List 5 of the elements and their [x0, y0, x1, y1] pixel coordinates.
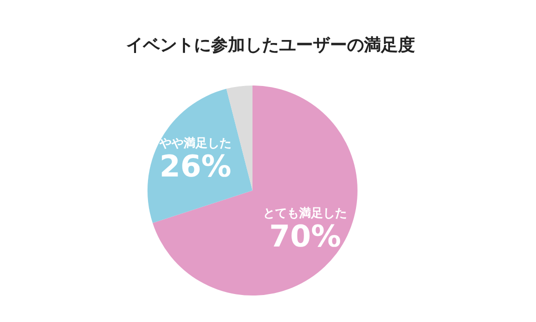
slice-label: やや満足した	[158, 136, 232, 150]
slice-label: とても満足した	[263, 206, 348, 220]
data-label: 70%	[269, 219, 342, 254]
chart-title: イベントに参加したユーザーの満足度	[126, 36, 415, 56]
data-label: 26%	[160, 150, 232, 185]
